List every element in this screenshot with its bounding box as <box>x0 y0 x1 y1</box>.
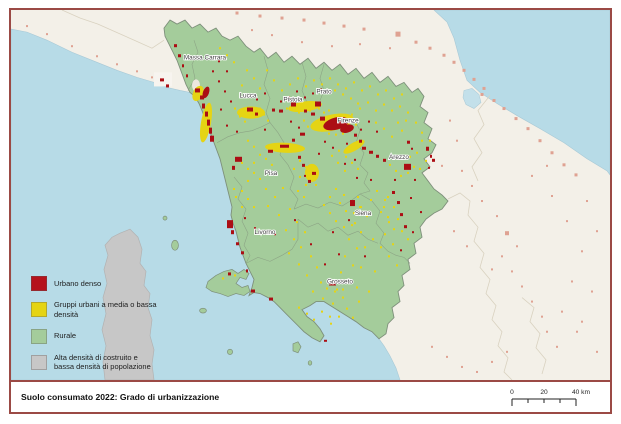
scale-bar-ticks <box>511 398 577 406</box>
legend-item: Alta densità di costruito e bassa densit… <box>31 353 158 373</box>
map-frame: Massa Carrara Lucca Pistoia Prato Firenze Pis… <box>9 8 612 414</box>
gorgona-island <box>162 215 168 221</box>
giannutri-island <box>307 360 313 366</box>
outside-region-boundaries <box>61 10 547 380</box>
scale-bar: 0 20 40 km <box>498 385 602 409</box>
city-label-siena: Siena <box>355 210 372 217</box>
city-label-pisa: Pisa <box>265 170 278 177</box>
city-label-pistoia: Pistoia <box>283 96 303 103</box>
urban-dense-red-layer <box>160 44 435 342</box>
scale-label: 0 <box>510 389 514 396</box>
city-label-prato: Prato <box>316 88 332 95</box>
city-label-grosseto: Grosseto <box>327 278 353 285</box>
scale-label: 40 km <box>572 389 590 396</box>
legend-label: Rurale <box>54 331 77 341</box>
legend-swatch <box>31 328 47 344</box>
tuscany-region <box>163 19 449 343</box>
city-label-livorno: Livorno <box>255 229 276 236</box>
legend-item: Rurale <box>31 328 158 344</box>
outside-urban-spots <box>26 11 598 373</box>
city-label-lucca: Lucca <box>239 92 256 99</box>
map-area: Massa Carrara Lucca Pistoia Prato Firenze Pis… <box>11 10 610 380</box>
islands <box>162 215 313 366</box>
legend-item: Urbano denso <box>31 276 158 291</box>
legend: Urbano denso Gruppi urbani a media o bas… <box>31 276 158 372</box>
giglio-island <box>292 341 302 354</box>
city-label-arezzo: Arezzo <box>389 154 409 161</box>
city-label-massa-carrara: Massa Carrara <box>184 54 227 61</box>
footer-bar: Suolo consumato 2022: Grado di urbanizza… <box>11 380 610 412</box>
legend-swatch <box>31 302 47 318</box>
scale-label: 20 <box>540 389 548 396</box>
legend-label: Gruppi urbani a media o bassa densità <box>54 300 157 319</box>
corsica <box>101 228 155 380</box>
adriatic-sea <box>433 10 610 176</box>
legend-swatch <box>31 276 47 291</box>
coastal-lagoon <box>462 88 482 109</box>
city-labels-layer: Massa Carrara Lucca Pistoia Prato Firenze Pis… <box>183 53 410 286</box>
scale-bar-labels: 0 20 40 km <box>510 389 590 396</box>
elba-island <box>205 268 251 297</box>
legend-swatch <box>31 354 47 370</box>
city-label-firenze: Firenze <box>337 118 359 125</box>
montecristo-island <box>227 348 233 355</box>
legend-label: Alta densità di costruito e bassa densit… <box>54 352 151 372</box>
legend-label: Urbano denso <box>54 278 102 288</box>
tuscany-urbanization-map: Massa Carrara Lucca Pistoia Prato Firenze Pis… <box>11 10 610 380</box>
capraia-island <box>171 239 179 251</box>
map-title: Suolo consumato 2022: Grado di urbanizza… <box>21 392 220 402</box>
pianosa-island <box>199 307 207 314</box>
legend-item: Gruppi urbani a media o bassa densità <box>31 300 158 320</box>
